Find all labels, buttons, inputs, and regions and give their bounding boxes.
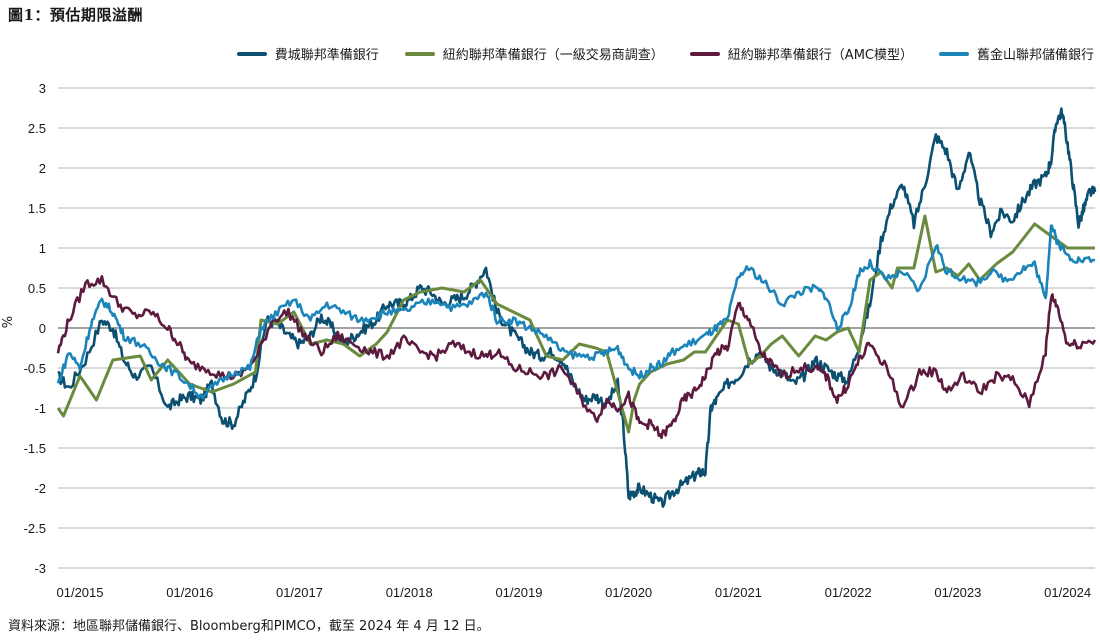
y-axis-label: % — [1, 316, 16, 328]
x-tick-label: 01/2024 — [1044, 585, 1091, 600]
legend-label: 紐約聯邦準備銀行（一級交易商調查） — [442, 48, 664, 63]
y-tick-label: -1 — [34, 401, 46, 416]
legend-swatch — [938, 51, 969, 56]
y-tick-label: 1.5 — [28, 201, 46, 216]
x-tick-label: 01/2022 — [825, 585, 872, 600]
y-tick-label: -0.5 — [24, 361, 46, 376]
y-tick-label: -3 — [34, 561, 46, 576]
legend-swatch — [404, 51, 435, 56]
source-note: 資料來源：地區聯邦儲備銀行、Bloomberg和PIMCO，截至 2024 年 … — [8, 619, 490, 634]
legend-swatch — [689, 51, 720, 56]
y-tick-label: 0.5 — [28, 281, 46, 296]
legend-item: 紐約聯邦準備銀行（一級交易商調查） — [404, 44, 664, 63]
y-tick-label: 2.5 — [28, 121, 46, 136]
x-tick-label: 01/2023 — [934, 585, 981, 600]
y-tick-label: 0 — [39, 321, 46, 336]
chart-legend: 費城聯邦準備銀行 紐約聯邦準備銀行（一級交易商調查） 紐約聯邦準備銀行（AMC模型）… — [236, 44, 1094, 63]
legend-swatch — [236, 51, 267, 56]
y-tick-label: 2 — [39, 161, 46, 176]
y-tick-label: -2 — [34, 481, 46, 496]
x-tick-label: 01/2015 — [57, 585, 104, 600]
x-tick-label: 01/2021 — [715, 585, 762, 600]
series-line-sf-fed — [56, 224, 1095, 400]
series-line-ny-fed-dealer-survey — [56, 214, 1095, 434]
x-tick-label: 01/2019 — [495, 585, 542, 600]
legend-item: 舊金山聯邦儲備銀行 — [938, 44, 1094, 63]
x-tick-label: 01/2016 — [166, 585, 213, 600]
x-tick-label: 01/2018 — [386, 585, 433, 600]
legend-label: 舊金山聯邦儲備銀行 — [976, 48, 1094, 63]
y-tick-label: 1 — [39, 241, 46, 256]
y-tick-label: -1.5 — [24, 441, 46, 456]
legend-item: 紐約聯邦準備銀行（AMC模型） — [689, 44, 913, 63]
y-tick-label: -2.5 — [24, 521, 46, 536]
legend-item: 費城聯邦準備銀行 — [236, 44, 379, 63]
legend-label: 紐約聯邦準備銀行（AMC模型） — [727, 48, 913, 63]
x-tick-label: 01/2017 — [276, 585, 323, 600]
figure-title: 圖1：預估期限溢酬 — [8, 6, 143, 24]
x-tick-label: 01/2020 — [605, 585, 652, 600]
series-line-philadelphia-fed — [57, 107, 1097, 508]
legend-label: 費城聯邦準備銀行 — [274, 48, 379, 63]
y-tick-label: 3 — [39, 81, 46, 96]
